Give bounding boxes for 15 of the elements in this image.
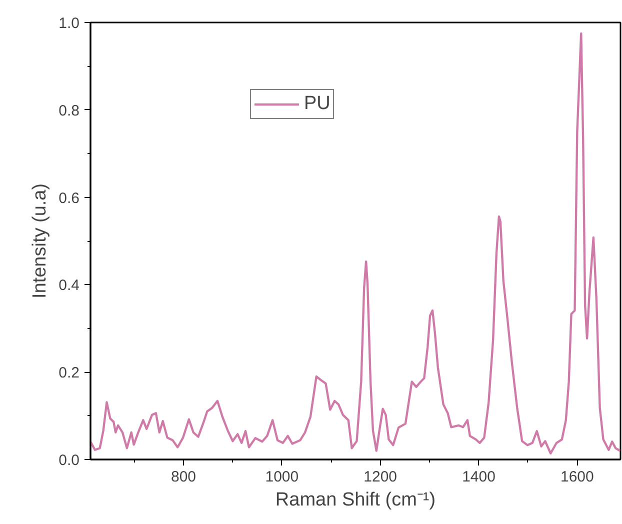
y-tick-label: 0.4 xyxy=(58,277,80,294)
x-tick-label: 1000 xyxy=(265,468,299,486)
y-tick-label: 0.8 xyxy=(58,102,80,120)
x-tick-label: 1400 xyxy=(462,468,496,486)
y-axis-title: Intensity (u.a) xyxy=(30,183,51,299)
x-tick-label: 1200 xyxy=(364,468,398,486)
y-tick-label: 0.2 xyxy=(58,364,80,382)
x-axis-title: Raman Shift (cm⁻¹) xyxy=(275,490,436,510)
legend-label: PU xyxy=(304,93,330,115)
x-tick-label: 800 xyxy=(170,468,196,486)
x-tick-label: 1600 xyxy=(560,468,594,486)
y-tick-label: 0.0 xyxy=(58,452,80,469)
y-tick-label: 1.0 xyxy=(58,15,80,32)
y-tick-label: 0.6 xyxy=(58,190,80,207)
line-series xyxy=(90,32,620,454)
